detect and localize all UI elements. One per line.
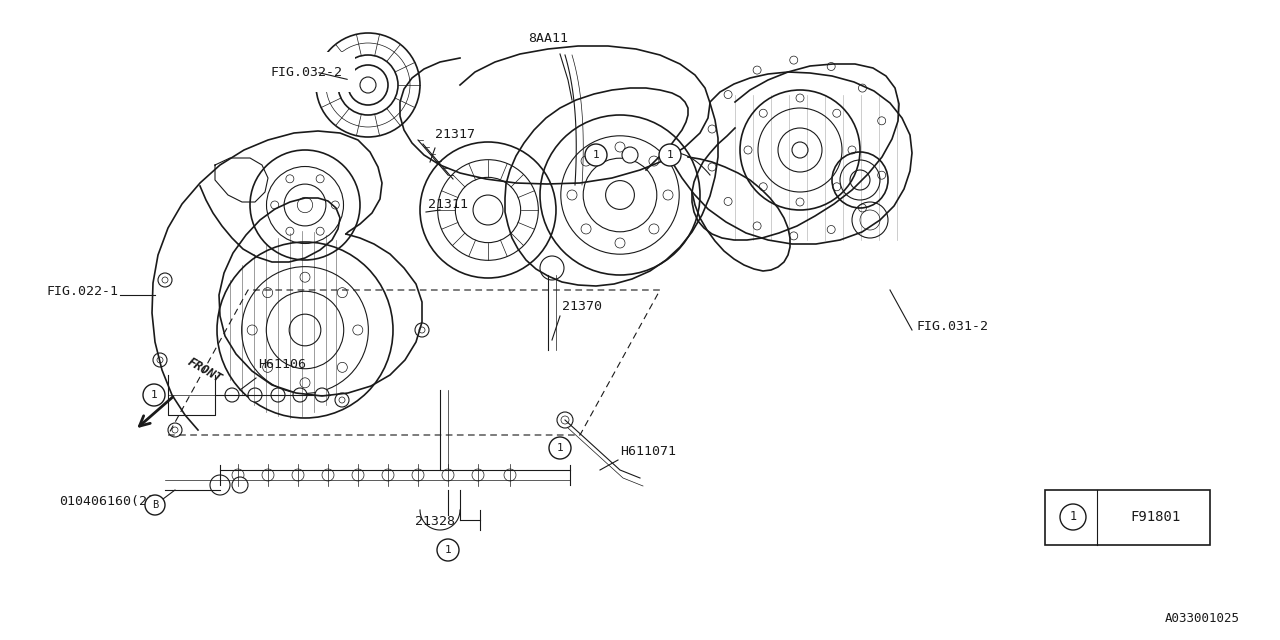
- Circle shape: [442, 469, 454, 481]
- Circle shape: [472, 469, 484, 481]
- Text: FRONT: FRONT: [186, 355, 224, 385]
- Circle shape: [145, 495, 165, 515]
- Text: 21317: 21317: [435, 128, 475, 141]
- Text: 21370: 21370: [562, 300, 602, 313]
- Circle shape: [588, 147, 603, 163]
- Circle shape: [1060, 504, 1085, 530]
- Circle shape: [210, 475, 230, 495]
- Circle shape: [232, 469, 244, 481]
- Circle shape: [315, 388, 329, 402]
- Circle shape: [352, 469, 364, 481]
- Circle shape: [585, 144, 607, 166]
- Text: 8AA11: 8AA11: [529, 32, 568, 45]
- Text: F91801: F91801: [1130, 510, 1180, 524]
- Text: H61106: H61106: [259, 358, 306, 371]
- Text: 1: 1: [151, 390, 157, 400]
- Text: A033001025: A033001025: [1165, 612, 1240, 625]
- Text: 21328: 21328: [415, 515, 454, 528]
- Text: 1: 1: [444, 545, 452, 555]
- Text: 1: 1: [667, 150, 673, 160]
- Circle shape: [143, 384, 165, 406]
- Text: H611071: H611071: [620, 445, 676, 458]
- Text: B: B: [152, 500, 159, 510]
- Circle shape: [262, 469, 274, 481]
- Circle shape: [549, 437, 571, 459]
- Circle shape: [381, 469, 394, 481]
- Circle shape: [293, 388, 307, 402]
- Text: 010406160(2): 010406160(2): [59, 495, 155, 508]
- Circle shape: [292, 469, 305, 481]
- Text: FIG.022-1: FIG.022-1: [46, 285, 118, 298]
- Text: 1: 1: [557, 443, 563, 453]
- Circle shape: [504, 469, 516, 481]
- Text: 1: 1: [593, 150, 599, 160]
- Circle shape: [323, 469, 334, 481]
- Circle shape: [271, 388, 285, 402]
- Text: 21311: 21311: [428, 198, 468, 211]
- Text: FIG.031-2: FIG.031-2: [916, 320, 988, 333]
- Circle shape: [248, 388, 262, 402]
- Circle shape: [659, 144, 681, 166]
- Circle shape: [225, 388, 239, 402]
- Text: FIG.032-2: FIG.032-2: [270, 65, 342, 79]
- Circle shape: [436, 539, 460, 561]
- Circle shape: [412, 469, 424, 481]
- Text: 1: 1: [1069, 511, 1076, 524]
- Circle shape: [232, 477, 248, 493]
- Circle shape: [622, 147, 637, 163]
